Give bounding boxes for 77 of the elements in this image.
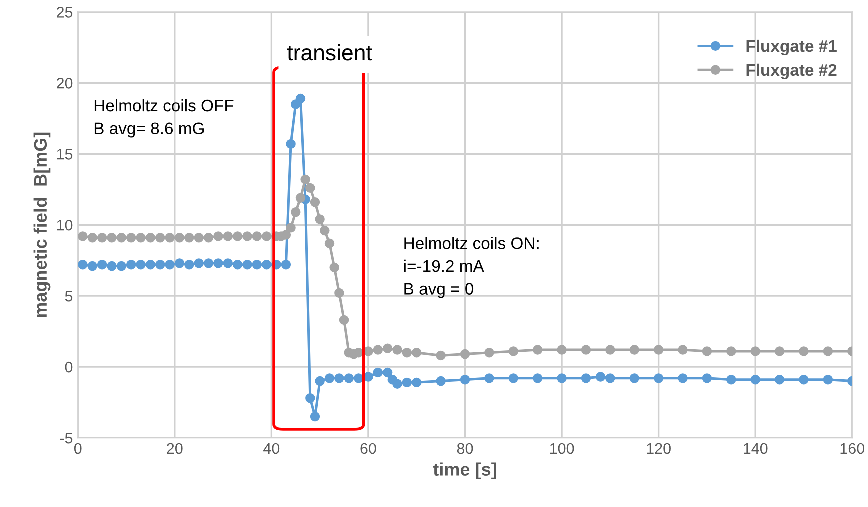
point <box>344 374 354 384</box>
annotation: Helmoltz coils ON: i=-19.2 mA B avg = 0 <box>404 237 539 298</box>
point <box>630 374 640 384</box>
point <box>296 94 306 104</box>
point <box>262 260 272 270</box>
x-tick-label: 160 <box>840 443 865 454</box>
x-tick-label: 60 <box>360 443 376 454</box>
point <box>402 378 412 388</box>
point <box>373 368 384 378</box>
legend-label: Fluxgate #2 <box>746 64 837 80</box>
point <box>194 258 204 268</box>
y-tick-label: 25 <box>57 7 73 18</box>
point <box>174 258 185 268</box>
point <box>242 260 252 270</box>
point <box>286 139 296 150</box>
point <box>334 374 344 384</box>
point <box>315 376 325 386</box>
point <box>281 260 292 270</box>
point <box>116 261 127 272</box>
point <box>97 260 108 270</box>
y-tick-label: 0 <box>65 362 73 373</box>
point <box>184 260 194 270</box>
y-tick-label: 20 <box>57 78 73 89</box>
point <box>252 260 262 270</box>
x-tick-label: 120 <box>647 443 671 454</box>
point <box>532 374 543 384</box>
point <box>382 368 393 378</box>
point <box>436 376 446 386</box>
point <box>146 260 156 270</box>
point <box>88 261 98 272</box>
point <box>136 260 146 270</box>
point <box>78 260 88 270</box>
point <box>606 374 616 384</box>
point <box>392 379 402 389</box>
point <box>354 374 364 384</box>
x-tick-label: 100 <box>550 443 574 454</box>
y-axis-title: magnetic field B[mG] <box>34 132 51 318</box>
point <box>484 374 494 384</box>
point <box>306 393 316 404</box>
point <box>214 258 224 268</box>
point <box>460 374 470 385</box>
point <box>799 374 809 385</box>
y-tick-label: 10 <box>57 220 73 231</box>
point <box>310 412 320 422</box>
point <box>726 374 736 385</box>
legend-label: Fluxgate #1 <box>746 40 837 56</box>
point <box>596 372 606 382</box>
x-tick-label: 0 <box>74 443 82 454</box>
point <box>557 374 567 384</box>
annotation: transient <box>287 44 372 61</box>
point <box>581 374 592 384</box>
point <box>678 374 688 384</box>
point <box>223 258 233 268</box>
point <box>165 260 175 270</box>
point <box>324 374 335 384</box>
point <box>107 261 117 272</box>
point <box>774 374 785 385</box>
annotation: Helmoltz coils OFF B avg= 8.6 mG <box>94 99 234 138</box>
point <box>508 374 518 384</box>
x-tick-label: 20 <box>167 443 183 454</box>
x-axis-title: time [s] <box>433 462 496 480</box>
x-tick-label: 80 <box>457 443 474 454</box>
point <box>204 258 214 268</box>
point <box>750 374 760 385</box>
point <box>823 374 834 385</box>
point <box>364 372 374 382</box>
point <box>412 378 422 388</box>
point <box>232 260 243 270</box>
point <box>702 374 712 384</box>
point <box>654 374 664 384</box>
y-tick-label: 15 <box>57 149 73 160</box>
y-tick-label: 5 <box>65 291 73 302</box>
x-tick-label: 40 <box>264 443 280 454</box>
x-tick-label: 140 <box>744 443 768 454</box>
point <box>126 260 136 270</box>
y-tick-label: -5 <box>60 433 73 444</box>
point <box>156 260 166 270</box>
